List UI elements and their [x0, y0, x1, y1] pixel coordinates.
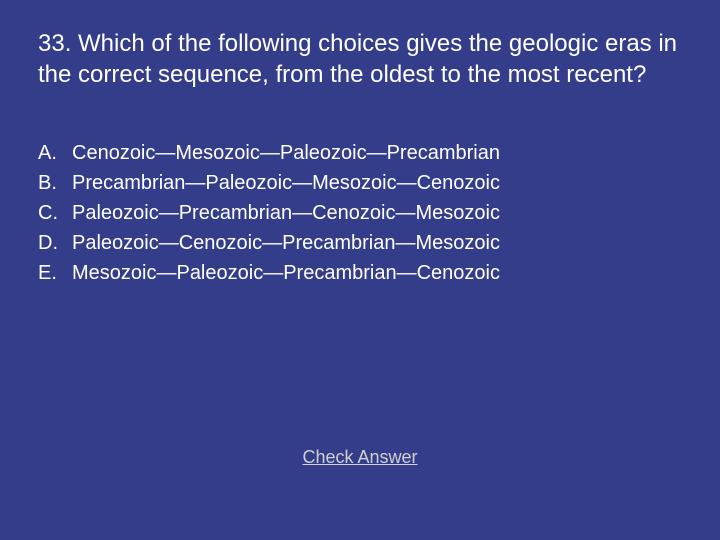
- choice-option-e: Mesozoic—Paleozoic—Precambrian—Cenozoic: [72, 258, 500, 288]
- choice-letter-c: C.: [38, 198, 58, 228]
- choice-letter-e: E.: [38, 258, 58, 288]
- choice-option-d: Paleozoic—Cenozoic—Precambrian—Mesozoic: [72, 228, 500, 258]
- choice-letter-d: D.: [38, 228, 58, 258]
- choice-options: Cenozoic—Mesozoic—Paleozoic—Precambrian …: [72, 138, 500, 288]
- choice-option-a: Cenozoic—Mesozoic—Paleozoic—Precambrian: [72, 138, 500, 168]
- choice-letters: A. B. C. D. E.: [38, 138, 58, 288]
- choice-letter-b: B.: [38, 168, 58, 198]
- choices-block: A. B. C. D. E. Cenozoic—Mesozoic—Paleozo…: [38, 138, 682, 288]
- check-answer-container: Check Answer: [0, 447, 720, 468]
- choice-letter-a: A.: [38, 138, 58, 168]
- question-text: 33. Which of the following choices gives…: [38, 28, 682, 90]
- check-answer-link[interactable]: Check Answer: [302, 447, 417, 467]
- choice-option-c: Paleozoic—Precambrian—Cenozoic—Mesozoic: [72, 198, 500, 228]
- choice-option-b: Precambrian—Paleozoic—Mesozoic—Cenozoic: [72, 168, 500, 198]
